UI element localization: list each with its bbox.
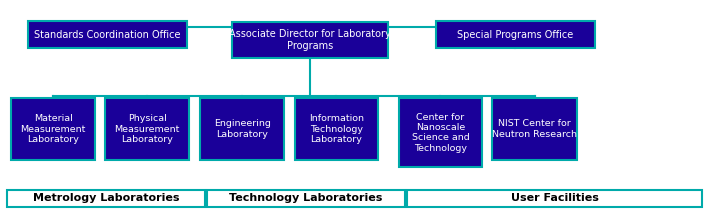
FancyBboxPatch shape xyxy=(435,21,595,48)
FancyBboxPatch shape xyxy=(207,190,405,207)
Text: Associate Director for Laboratory
Programs: Associate Director for Laboratory Progra… xyxy=(229,29,391,51)
FancyBboxPatch shape xyxy=(11,98,95,160)
Text: Special Programs Office: Special Programs Office xyxy=(457,30,573,40)
FancyBboxPatch shape xyxy=(7,190,205,207)
Text: User Facilities: User Facilities xyxy=(510,193,599,203)
Text: NIST Center for
Neutron Research: NIST Center for Neutron Research xyxy=(492,119,577,139)
Text: Technology Laboratories: Technology Laboratories xyxy=(229,193,382,203)
Text: Metrology Laboratories: Metrology Laboratories xyxy=(33,193,179,203)
Text: Engineering
Laboratory: Engineering Laboratory xyxy=(214,119,270,139)
Text: Center for
Nanoscale
Science and
Technology: Center for Nanoscale Science and Technol… xyxy=(411,113,469,153)
Text: Information
Technology
Laboratory: Information Technology Laboratory xyxy=(309,114,364,144)
FancyBboxPatch shape xyxy=(232,21,388,58)
Text: Physical
Measurement
Laboratory: Physical Measurement Laboratory xyxy=(115,114,180,144)
FancyBboxPatch shape xyxy=(200,98,284,160)
Text: Standards Coordination Office: Standards Coordination Office xyxy=(35,30,181,40)
Text: Material
Measurement
Laboratory: Material Measurement Laboratory xyxy=(21,114,86,144)
FancyBboxPatch shape xyxy=(28,21,187,48)
FancyBboxPatch shape xyxy=(295,98,378,160)
FancyBboxPatch shape xyxy=(492,98,577,160)
FancyBboxPatch shape xyxy=(399,98,482,167)
FancyBboxPatch shape xyxy=(105,98,189,160)
FancyBboxPatch shape xyxy=(407,190,702,207)
